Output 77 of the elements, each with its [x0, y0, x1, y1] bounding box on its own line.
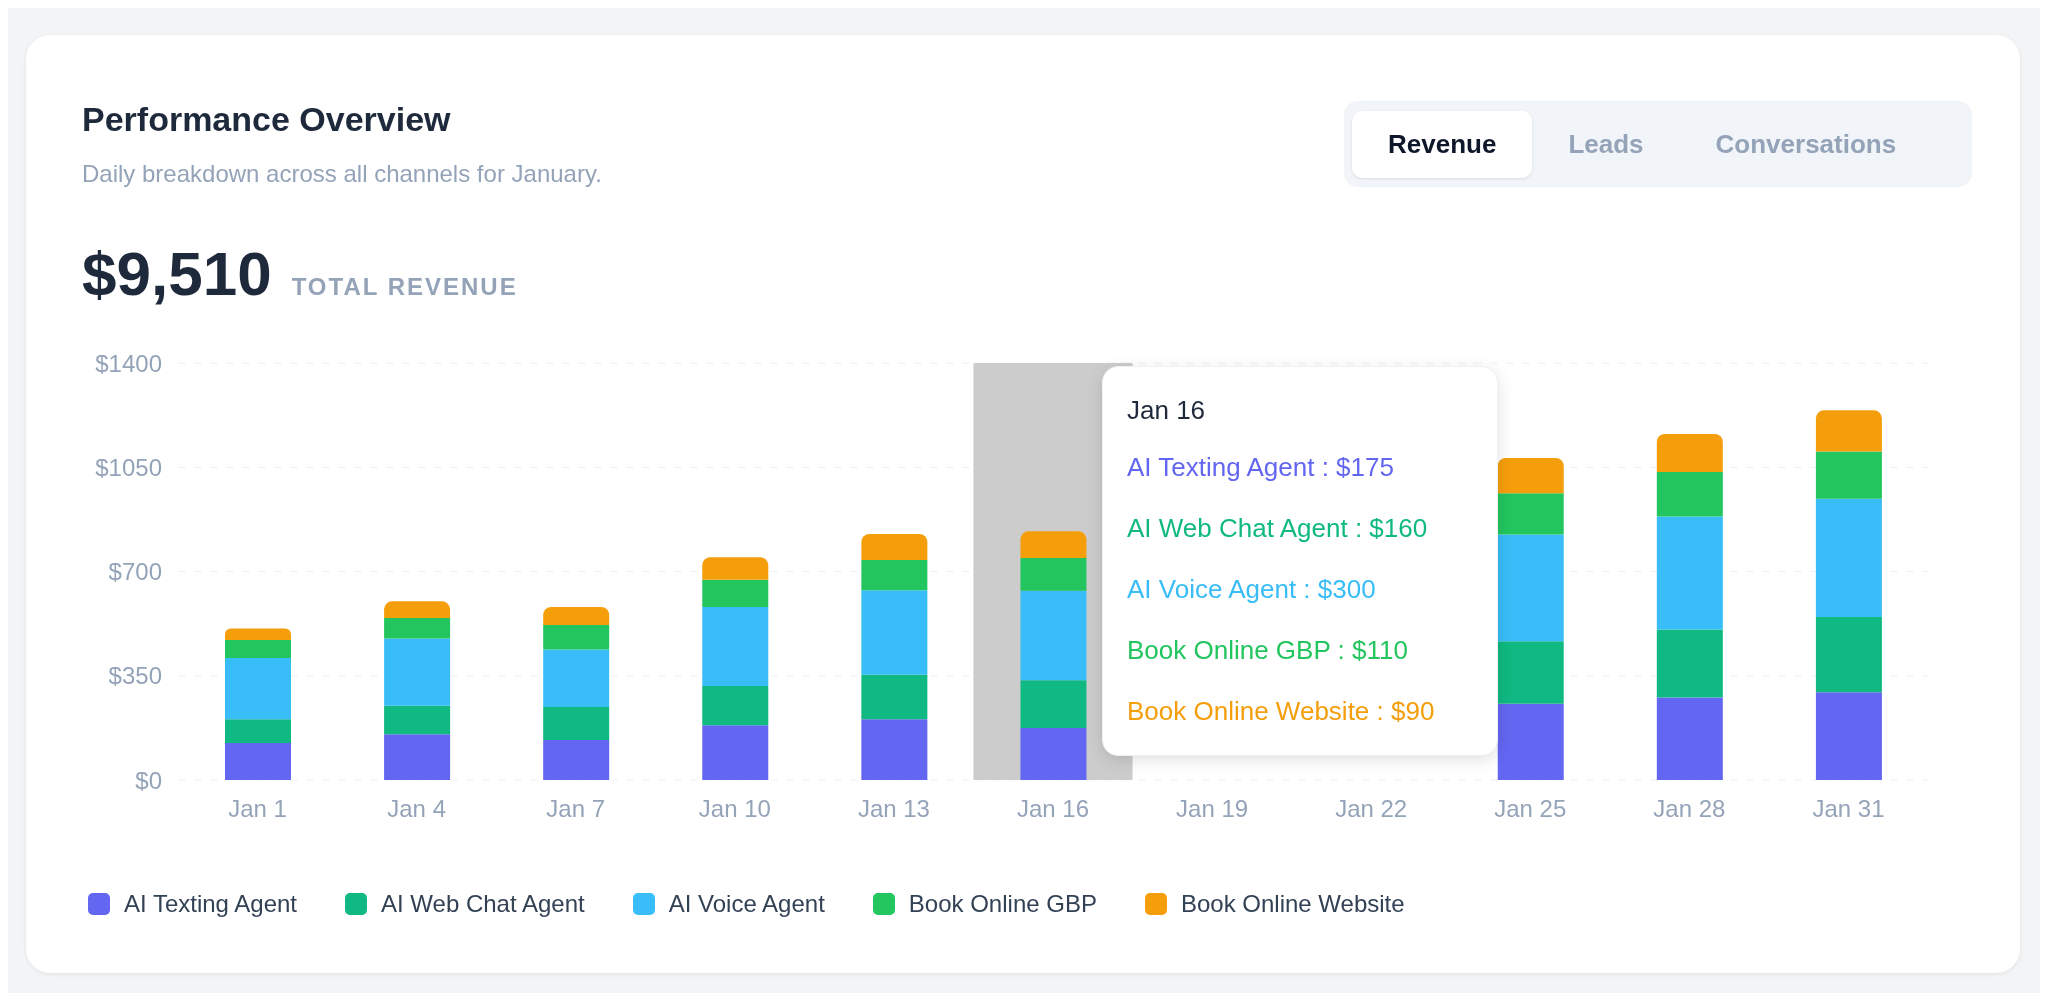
bar [225, 743, 291, 780]
legend-label: AI Web Chat Agent [381, 890, 585, 918]
y-tick-label: $1050 [95, 453, 162, 481]
bar [861, 719, 928, 780]
y-tick-label: $350 [108, 662, 162, 690]
bar [384, 705, 451, 735]
bar [1497, 534, 1564, 642]
bar [1656, 433, 1723, 473]
x-tick-label: Jan 25 [1494, 795, 1567, 823]
x-tick-label: Jan 28 [1653, 795, 1726, 823]
y-tick-label: $700 [108, 558, 162, 586]
bar [1815, 692, 1882, 780]
bar [861, 590, 928, 675]
x-tick-label: Jan 22 [1335, 795, 1408, 823]
bar [1020, 680, 1087, 728]
bar [1656, 516, 1723, 630]
legend-label: Book Online Website [1180, 890, 1405, 918]
x-tick-label: Jan 31 [1812, 795, 1885, 823]
annotation: Book Online GBP : $110 [1127, 635, 1409, 666]
x-tick-label: Jan 1 [228, 795, 287, 823]
text: $9,510 [82, 238, 272, 309]
bar [543, 740, 610, 780]
bar [1020, 531, 1087, 559]
text: TOTAL REVENUE [291, 273, 518, 301]
bar [861, 559, 928, 591]
y-tick-label: $1400 [95, 349, 162, 377]
annotation: AI Voice Agent : $300 [1127, 574, 1377, 605]
chart-title: Performance Overview [82, 100, 451, 139]
bar [702, 579, 769, 607]
bar [225, 628, 291, 641]
bar [702, 685, 769, 726]
annotation: AI Web Chat Agent : $160 [1127, 513, 1429, 544]
bar [1815, 617, 1882, 693]
bar [543, 649, 610, 708]
bar [1656, 629, 1723, 698]
bar [702, 725, 769, 780]
bar [1497, 641, 1564, 704]
legend-label: AI Voice Agent [668, 890, 825, 918]
bar [1020, 590, 1087, 681]
bar [702, 606, 769, 686]
x-tick-label: Jan 4 [387, 795, 446, 823]
annotation: AI Texting Agent : $175 [1127, 452, 1395, 483]
bar [1020, 727, 1087, 780]
x-tick-label: Jan 10 [698, 795, 771, 823]
bar [225, 719, 291, 744]
x-tick-label: Jan 7 [546, 795, 606, 823]
bar [1656, 697, 1723, 780]
legend-label: AI Texting Agent [124, 890, 298, 918]
bar [1815, 498, 1882, 618]
bar [861, 533, 928, 560]
annotation: Book Online Website : $90 [1127, 696, 1436, 727]
x-tick-label: Jan 16 [1016, 795, 1090, 823]
bar [225, 640, 291, 658]
bar [543, 707, 610, 741]
bar [1497, 703, 1564, 780]
bar [1020, 558, 1087, 591]
bar [1497, 458, 1564, 494]
legend-label: Book Online GBP [908, 890, 1097, 918]
y-tick-label: $0 [135, 766, 162, 794]
tab-switcher: Revenue Leads Conversations [1344, 101, 1972, 187]
bar [384, 617, 451, 639]
bar [384, 638, 451, 706]
bar [1656, 472, 1723, 517]
x-tick-label: Jan 13 [857, 795, 930, 823]
annotation: Jan 16 [1127, 395, 1206, 425]
bar [225, 657, 291, 720]
bar [384, 734, 451, 780]
bar [861, 674, 928, 720]
x-tick-label: Jan 19 [1176, 795, 1249, 823]
bar [543, 625, 610, 650]
chart-subtitle: Daily breakdown across all channels for January. [82, 160, 602, 188]
bar [384, 601, 451, 618]
bar [702, 557, 769, 580]
bar [1497, 493, 1564, 535]
bar [1815, 410, 1882, 452]
bar [1815, 451, 1882, 499]
bar [543, 606, 610, 626]
